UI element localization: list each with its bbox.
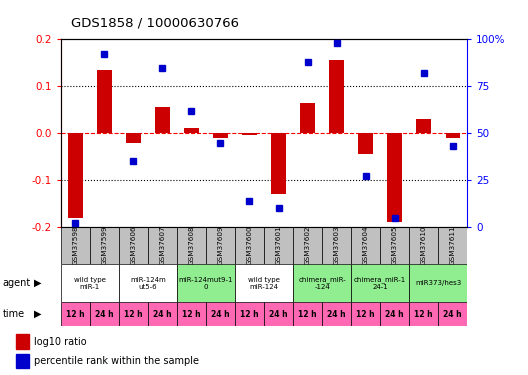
Text: GSM37601: GSM37601 — [276, 226, 281, 266]
Bar — [148, 227, 177, 264]
Text: 24 h: 24 h — [269, 310, 288, 319]
Text: GSM37609: GSM37609 — [218, 226, 223, 266]
Text: 12 h: 12 h — [66, 310, 84, 319]
Bar — [438, 302, 467, 326]
Bar — [206, 227, 235, 264]
Text: GSM37605: GSM37605 — [392, 226, 398, 266]
Text: 12 h: 12 h — [124, 310, 143, 319]
Text: ▶: ▶ — [34, 278, 42, 288]
Text: GSM37599: GSM37599 — [101, 226, 107, 266]
Bar — [264, 302, 293, 326]
Bar — [380, 227, 409, 264]
Bar — [177, 227, 206, 264]
Bar — [16, 354, 29, 368]
Bar — [322, 227, 351, 264]
Text: 12 h: 12 h — [240, 310, 259, 319]
Text: chimera_miR-
-124: chimera_miR- -124 — [298, 276, 346, 290]
Text: miR-124mut9-1
0: miR-124mut9-1 0 — [178, 277, 233, 290]
Bar — [380, 302, 409, 326]
Bar — [293, 264, 351, 302]
Bar — [177, 302, 206, 326]
Bar — [329, 60, 344, 133]
Bar — [351, 227, 380, 264]
Text: GSM37610: GSM37610 — [421, 226, 427, 266]
Bar — [388, 133, 402, 222]
Bar — [359, 133, 373, 154]
Text: GDS1858 / 10000630766: GDS1858 / 10000630766 — [71, 17, 239, 30]
Bar — [155, 107, 169, 133]
Text: 24 h: 24 h — [444, 310, 462, 319]
Bar — [417, 119, 431, 133]
Text: GSM37604: GSM37604 — [363, 226, 369, 266]
Text: GSM37606: GSM37606 — [130, 226, 136, 266]
Bar — [351, 302, 380, 326]
Bar — [16, 334, 29, 349]
Bar — [293, 302, 322, 326]
Text: 12 h: 12 h — [356, 310, 375, 319]
Bar — [213, 133, 228, 138]
Bar — [148, 302, 177, 326]
Bar — [126, 133, 140, 142]
Bar — [438, 227, 467, 264]
Bar — [90, 227, 119, 264]
Bar — [61, 264, 119, 302]
Text: GSM37603: GSM37603 — [334, 226, 340, 266]
Text: miR373/hes3: miR373/hes3 — [415, 280, 461, 286]
Text: log10 ratio: log10 ratio — [34, 336, 87, 346]
Bar — [351, 264, 409, 302]
Bar — [409, 264, 467, 302]
Text: GSM37611: GSM37611 — [450, 226, 456, 266]
Text: GSM37607: GSM37607 — [159, 226, 165, 266]
Text: GSM37598: GSM37598 — [72, 226, 78, 266]
Bar — [300, 103, 315, 133]
Text: time: time — [3, 309, 25, 319]
Bar — [119, 264, 177, 302]
Text: 24 h: 24 h — [95, 310, 114, 319]
Text: GSM37608: GSM37608 — [188, 226, 194, 266]
Text: 12 h: 12 h — [298, 310, 317, 319]
Text: 12 h: 12 h — [414, 310, 433, 319]
Text: 12 h: 12 h — [182, 310, 201, 319]
Bar — [206, 302, 235, 326]
Bar — [264, 227, 293, 264]
Bar — [409, 227, 438, 264]
Text: miR-124m
ut5-6: miR-124m ut5-6 — [130, 277, 166, 290]
Text: wild type
miR-124: wild type miR-124 — [248, 277, 280, 290]
Text: agent: agent — [3, 278, 31, 288]
Text: 24 h: 24 h — [211, 310, 230, 319]
Text: ▶: ▶ — [34, 309, 42, 319]
Bar — [293, 227, 322, 264]
Bar — [242, 133, 257, 135]
Text: percentile rank within the sample: percentile rank within the sample — [34, 356, 199, 366]
Bar — [235, 302, 264, 326]
Text: wild type
miR-1: wild type miR-1 — [74, 277, 106, 290]
Bar — [235, 264, 293, 302]
Text: 24 h: 24 h — [327, 310, 346, 319]
Bar — [271, 133, 286, 194]
Text: chimera_miR-1
24-1: chimera_miR-1 24-1 — [354, 276, 406, 290]
Bar — [119, 227, 148, 264]
Bar — [184, 128, 199, 133]
Text: 24 h: 24 h — [153, 310, 172, 319]
Bar — [97, 70, 111, 133]
Bar — [409, 302, 438, 326]
Bar — [177, 264, 235, 302]
Bar — [446, 133, 460, 138]
Text: 24 h: 24 h — [385, 310, 404, 319]
Text: GSM37602: GSM37602 — [305, 226, 310, 266]
Bar — [90, 302, 119, 326]
Bar — [119, 302, 148, 326]
Bar — [235, 227, 264, 264]
Bar — [61, 227, 90, 264]
Bar — [68, 133, 82, 218]
Bar — [61, 302, 90, 326]
Bar — [322, 302, 351, 326]
Text: GSM37600: GSM37600 — [247, 226, 252, 266]
